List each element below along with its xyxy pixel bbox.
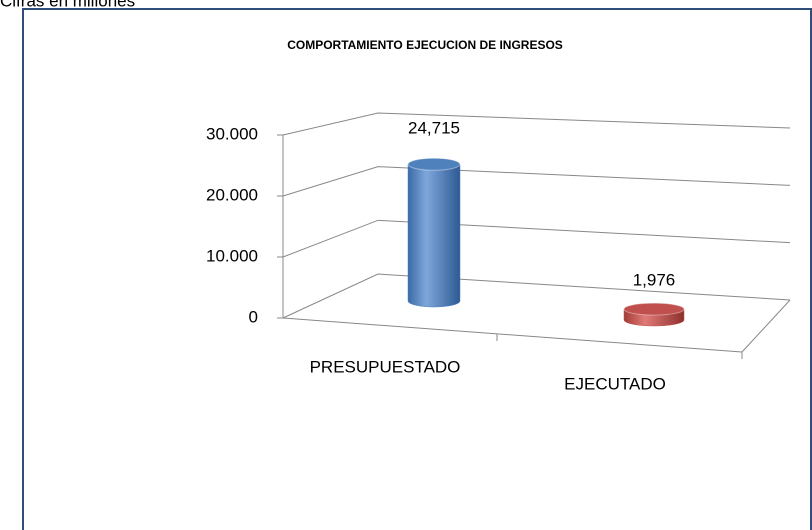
floor-right	[741, 299, 791, 353]
bar-top	[407, 157, 461, 171]
y-tick-label: 30.000	[206, 124, 258, 143]
bar-top	[623, 302, 685, 316]
grid-line	[282, 273, 791, 319]
axes	[282, 135, 791, 359]
x-tick-label: PRESUPUESTADO	[310, 357, 461, 376]
grid-line	[282, 219, 791, 258]
chart-title: COMPORTAMIENTO EJECUCION DE INGRESOS	[287, 38, 563, 52]
data-label: 24,715	[408, 119, 460, 138]
y-tick-label: 10.000	[206, 246, 258, 265]
y-tick-label: 20.000	[206, 185, 258, 204]
grid-line	[282, 166, 791, 197]
bar	[407, 163, 461, 308]
data-label: 1,976	[633, 271, 676, 290]
floor-front	[282, 317, 743, 353]
x-tick-label: EJECUTADO	[564, 374, 666, 393]
grid-line	[282, 112, 791, 136]
y-tick-label: 0	[249, 307, 258, 326]
note: Cifras en millones	[0, 0, 135, 10]
